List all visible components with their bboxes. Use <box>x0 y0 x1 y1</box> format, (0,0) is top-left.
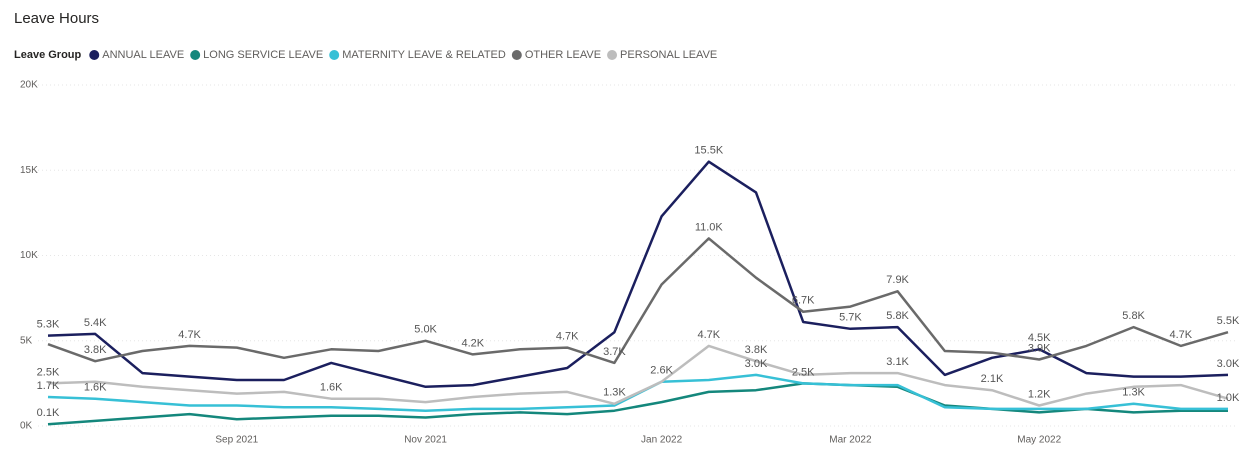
data-label: 5.8K <box>1122 310 1145 322</box>
x-tick-label: Sep 2021 <box>215 435 258 446</box>
data-label: 1.6K <box>84 382 107 394</box>
legend-marker <box>89 50 100 60</box>
data-label: 1.3K <box>603 387 626 399</box>
legend-marker <box>607 50 618 60</box>
data-label: 2.5K <box>37 366 60 378</box>
data-label: 11.0K <box>695 221 724 233</box>
data-label: 3.0K <box>1217 358 1240 370</box>
legend-marker <box>511 50 522 60</box>
legend-marker <box>329 50 340 60</box>
data-label: 5.7K <box>839 312 862 324</box>
data-label: 6.7K <box>792 295 815 307</box>
legend-label: ANNUAL LEAVE <box>102 49 184 61</box>
data-label: 4.7K <box>697 329 720 341</box>
x-tick-label: Jan 2022 <box>641 435 683 446</box>
y-tick-label: 15K <box>20 165 38 176</box>
data-label: 1.2K <box>1028 388 1051 400</box>
data-label: 1.3K <box>1122 387 1145 399</box>
legend-title: Leave Group <box>14 49 82 61</box>
y-tick-label: 5K <box>20 335 33 346</box>
data-label: 5.3K <box>37 319 60 331</box>
series-line <box>47 160 1229 389</box>
data-label: 5.0K <box>414 324 437 336</box>
legend-label: LONG SERVICE LEAVE <box>203 49 323 61</box>
y-tick-label: 10K <box>20 250 38 261</box>
data-label: 7.9K <box>886 274 909 286</box>
data-label: 3.7K <box>603 346 626 358</box>
data-label: 1.7K <box>37 380 60 392</box>
x-tick-label: Mar 2022 <box>829 435 872 446</box>
legend-label: PERSONAL LEAVE <box>620 49 717 61</box>
series-line <box>47 237 1229 365</box>
data-label: 5.4K <box>84 317 107 329</box>
data-label: 4.7K <box>556 330 579 342</box>
data-label: 3.8K <box>745 344 768 356</box>
y-tick-label: 0K <box>20 421 33 432</box>
data-label: 2.6K <box>650 365 673 377</box>
series-line <box>47 344 1229 407</box>
data-label: 5.8K <box>886 310 909 322</box>
legend-label: OTHER LEAVE <box>525 49 601 61</box>
data-label: 1.0K <box>1217 392 1240 404</box>
data-label: 4.2K <box>461 337 484 349</box>
data-label: 4.7K <box>1169 329 1192 341</box>
x-tick-label: May 2022 <box>1017 435 1061 446</box>
data-label: 1.6K <box>320 382 343 394</box>
data-label: 0.1K <box>37 407 60 419</box>
data-label: 3.0K <box>745 358 768 370</box>
data-label: 5.5K <box>1217 315 1240 327</box>
data-label: 3.1K <box>886 356 909 368</box>
x-tick-label: Nov 2021 <box>404 435 447 446</box>
data-label: 15.5K <box>694 145 723 157</box>
legend-label: MATERNITY LEAVE & RELATED <box>342 49 506 61</box>
data-label: 4.7K <box>178 329 201 341</box>
y-tick-label: 20K <box>20 80 38 91</box>
data-label: 2.1K <box>981 373 1004 385</box>
chart-title: Leave Hours <box>14 10 99 27</box>
data-label: 2.5K <box>792 366 815 378</box>
series-line <box>47 382 1228 426</box>
data-label: 4.5K <box>1028 332 1051 344</box>
legend-marker <box>190 50 201 60</box>
data-label: 3.9K <box>1028 342 1051 354</box>
data-label: 3.8K <box>84 344 107 356</box>
